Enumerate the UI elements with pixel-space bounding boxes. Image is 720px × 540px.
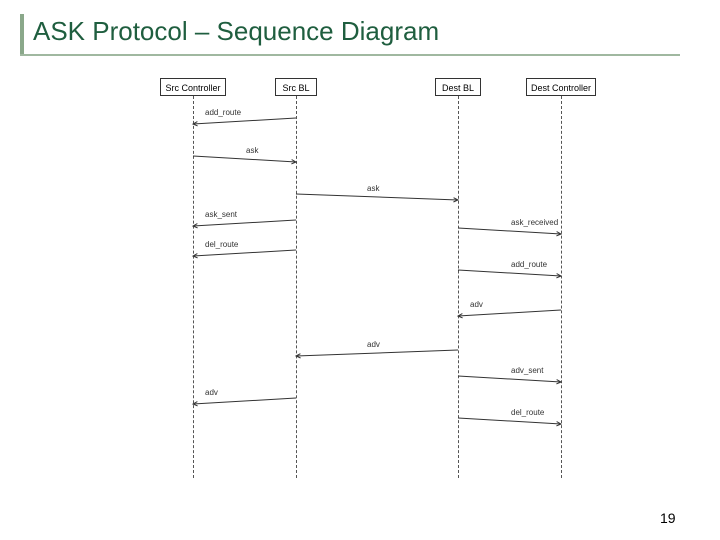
page-title: ASK Protocol – Sequence Diagram xyxy=(33,16,439,47)
message-ask-received: ask_received xyxy=(511,218,558,227)
message-adv-sent: adv_sent xyxy=(511,366,543,375)
message-add-route: add_route xyxy=(511,260,547,269)
sequence-diagram: Src ControllerSrc BLDest BLDest Controll… xyxy=(120,78,620,488)
message-del-route: del_route xyxy=(205,240,238,249)
message-adv: adv xyxy=(367,340,380,349)
message-ask-sent: ask_sent xyxy=(205,210,237,219)
page-number: 19 xyxy=(660,510,676,526)
message-adv: adv xyxy=(205,388,218,397)
message-ask: ask xyxy=(367,184,379,193)
accent-horizontal xyxy=(20,54,680,56)
message-add-route: add_route xyxy=(205,108,241,117)
slide: ASK Protocol – Sequence Diagram Src Cont… xyxy=(0,0,720,540)
accent-vertical xyxy=(20,14,24,54)
message-del-route: del_route xyxy=(511,408,544,417)
message-ask: ask xyxy=(246,146,258,155)
message-adv: adv xyxy=(470,300,483,309)
arrows-layer xyxy=(120,78,620,488)
